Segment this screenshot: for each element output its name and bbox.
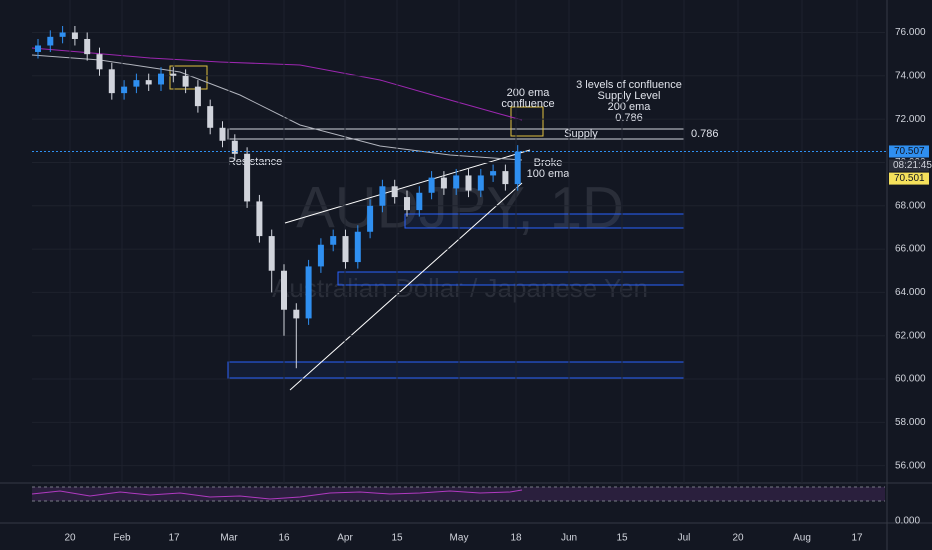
candle-body bbox=[490, 171, 497, 176]
candle-body bbox=[367, 205, 374, 232]
annotation: 0.786 bbox=[691, 128, 719, 140]
price-badge bbox=[889, 159, 929, 172]
highlight-box bbox=[510, 106, 544, 137]
candle-body bbox=[35, 45, 41, 52]
candle-body bbox=[170, 73, 177, 76]
highlight-box bbox=[169, 65, 208, 90]
candle-body bbox=[121, 86, 128, 94]
candle-body bbox=[379, 186, 386, 206]
candle-body bbox=[305, 266, 312, 319]
annotation: confluence bbox=[501, 98, 554, 110]
annotation: Supply bbox=[564, 128, 598, 140]
annotation: 200 ema bbox=[608, 101, 652, 113]
candle-body bbox=[293, 309, 300, 319]
rsi-band bbox=[32, 487, 885, 501]
annotation: 0.786 bbox=[615, 112, 643, 124]
candle-body bbox=[342, 236, 349, 263]
y-tick-label: 62.000 bbox=[895, 330, 926, 341]
trendline bbox=[289, 182, 523, 391]
x-tick-label: 15 bbox=[391, 533, 403, 544]
annotation: 200 ema bbox=[507, 87, 551, 99]
x-tick-label: Apr bbox=[337, 533, 353, 544]
y-tick-label: 74.000 bbox=[895, 70, 926, 81]
annotation: 100 ema bbox=[527, 168, 571, 180]
bid-price: 70.501 bbox=[894, 173, 925, 184]
x-tick-label: Jul bbox=[678, 533, 691, 544]
x-tick-label: Aug bbox=[793, 533, 811, 544]
candle-body bbox=[231, 140, 238, 154]
candle-body bbox=[268, 236, 275, 271]
candle-body bbox=[404, 197, 410, 211]
y-tick-label: 66.000 bbox=[895, 244, 926, 255]
candle-body bbox=[158, 73, 164, 85]
y-tick-label: 56.000 bbox=[895, 460, 926, 471]
candle-body bbox=[502, 171, 509, 185]
candle-body bbox=[256, 201, 263, 237]
candle-body bbox=[108, 69, 115, 94]
x-tick-label: Jun bbox=[561, 533, 577, 544]
price-badge bbox=[889, 172, 929, 185]
candle-body bbox=[428, 177, 435, 193]
x-tick-label: 20 bbox=[732, 533, 744, 544]
candle-body bbox=[47, 36, 54, 46]
candle-body bbox=[453, 175, 460, 189]
x-tick-label: 20 bbox=[64, 533, 76, 544]
candle-body bbox=[194, 86, 201, 107]
ema-200 bbox=[31, 47, 523, 121]
candle-body bbox=[465, 175, 472, 191]
candle-body bbox=[145, 80, 152, 85]
candle-body bbox=[133, 80, 140, 87]
countdown: 08:21:45 bbox=[893, 160, 932, 171]
candle-body bbox=[71, 32, 78, 39]
candle-body bbox=[244, 153, 251, 202]
candle-body bbox=[514, 151, 521, 185]
candle-body bbox=[416, 192, 423, 211]
candle-body bbox=[354, 231, 361, 263]
candle-body bbox=[96, 54, 103, 70]
candle-body bbox=[182, 75, 189, 87]
candle-body bbox=[59, 32, 66, 37]
y-tick-label: 76.000 bbox=[895, 27, 926, 38]
x-tick-label: Mar bbox=[220, 533, 238, 544]
demand-zone bbox=[337, 271, 685, 286]
candle-body bbox=[84, 38, 91, 55]
y-tick-label: 68.000 bbox=[895, 200, 926, 211]
rsi-line bbox=[31, 489, 523, 500]
annotation: 3 levels of confluence bbox=[576, 79, 682, 91]
candle-body bbox=[330, 236, 337, 245]
candle-body bbox=[391, 186, 398, 198]
price-badge bbox=[889, 145, 929, 158]
candle-body bbox=[477, 175, 484, 191]
y-tick-label: 58.000 bbox=[895, 417, 926, 428]
x-tick-label: 18 bbox=[510, 533, 522, 544]
x-tick-label: 17 bbox=[168, 533, 180, 544]
candle-body bbox=[281, 270, 287, 310]
x-tick-label: 17 bbox=[851, 533, 863, 544]
last-price: 70.507 bbox=[894, 146, 925, 157]
ema-100 bbox=[31, 54, 523, 161]
x-tick-label: 15 bbox=[616, 533, 628, 544]
y-tick-label: 64.000 bbox=[895, 287, 926, 298]
x-tick-label: Feb bbox=[113, 533, 131, 544]
y-tick-label: 72.000 bbox=[895, 114, 926, 125]
demand-zone bbox=[404, 213, 685, 229]
annotation: Supply Level bbox=[598, 90, 661, 102]
candle-body bbox=[207, 106, 214, 128]
watermark-name: Australian Dollar / Japanese Yen bbox=[272, 273, 648, 303]
annotation: Resistance bbox=[228, 156, 282, 168]
x-tick-label: May bbox=[450, 533, 469, 544]
y-tick-label: 60.000 bbox=[895, 374, 926, 385]
x-tick-label: 16 bbox=[278, 533, 290, 544]
candle-body bbox=[317, 244, 324, 267]
candle-body bbox=[440, 177, 447, 189]
rsi-tick-label: 0.000 bbox=[895, 516, 920, 527]
candle-body bbox=[219, 127, 226, 141]
